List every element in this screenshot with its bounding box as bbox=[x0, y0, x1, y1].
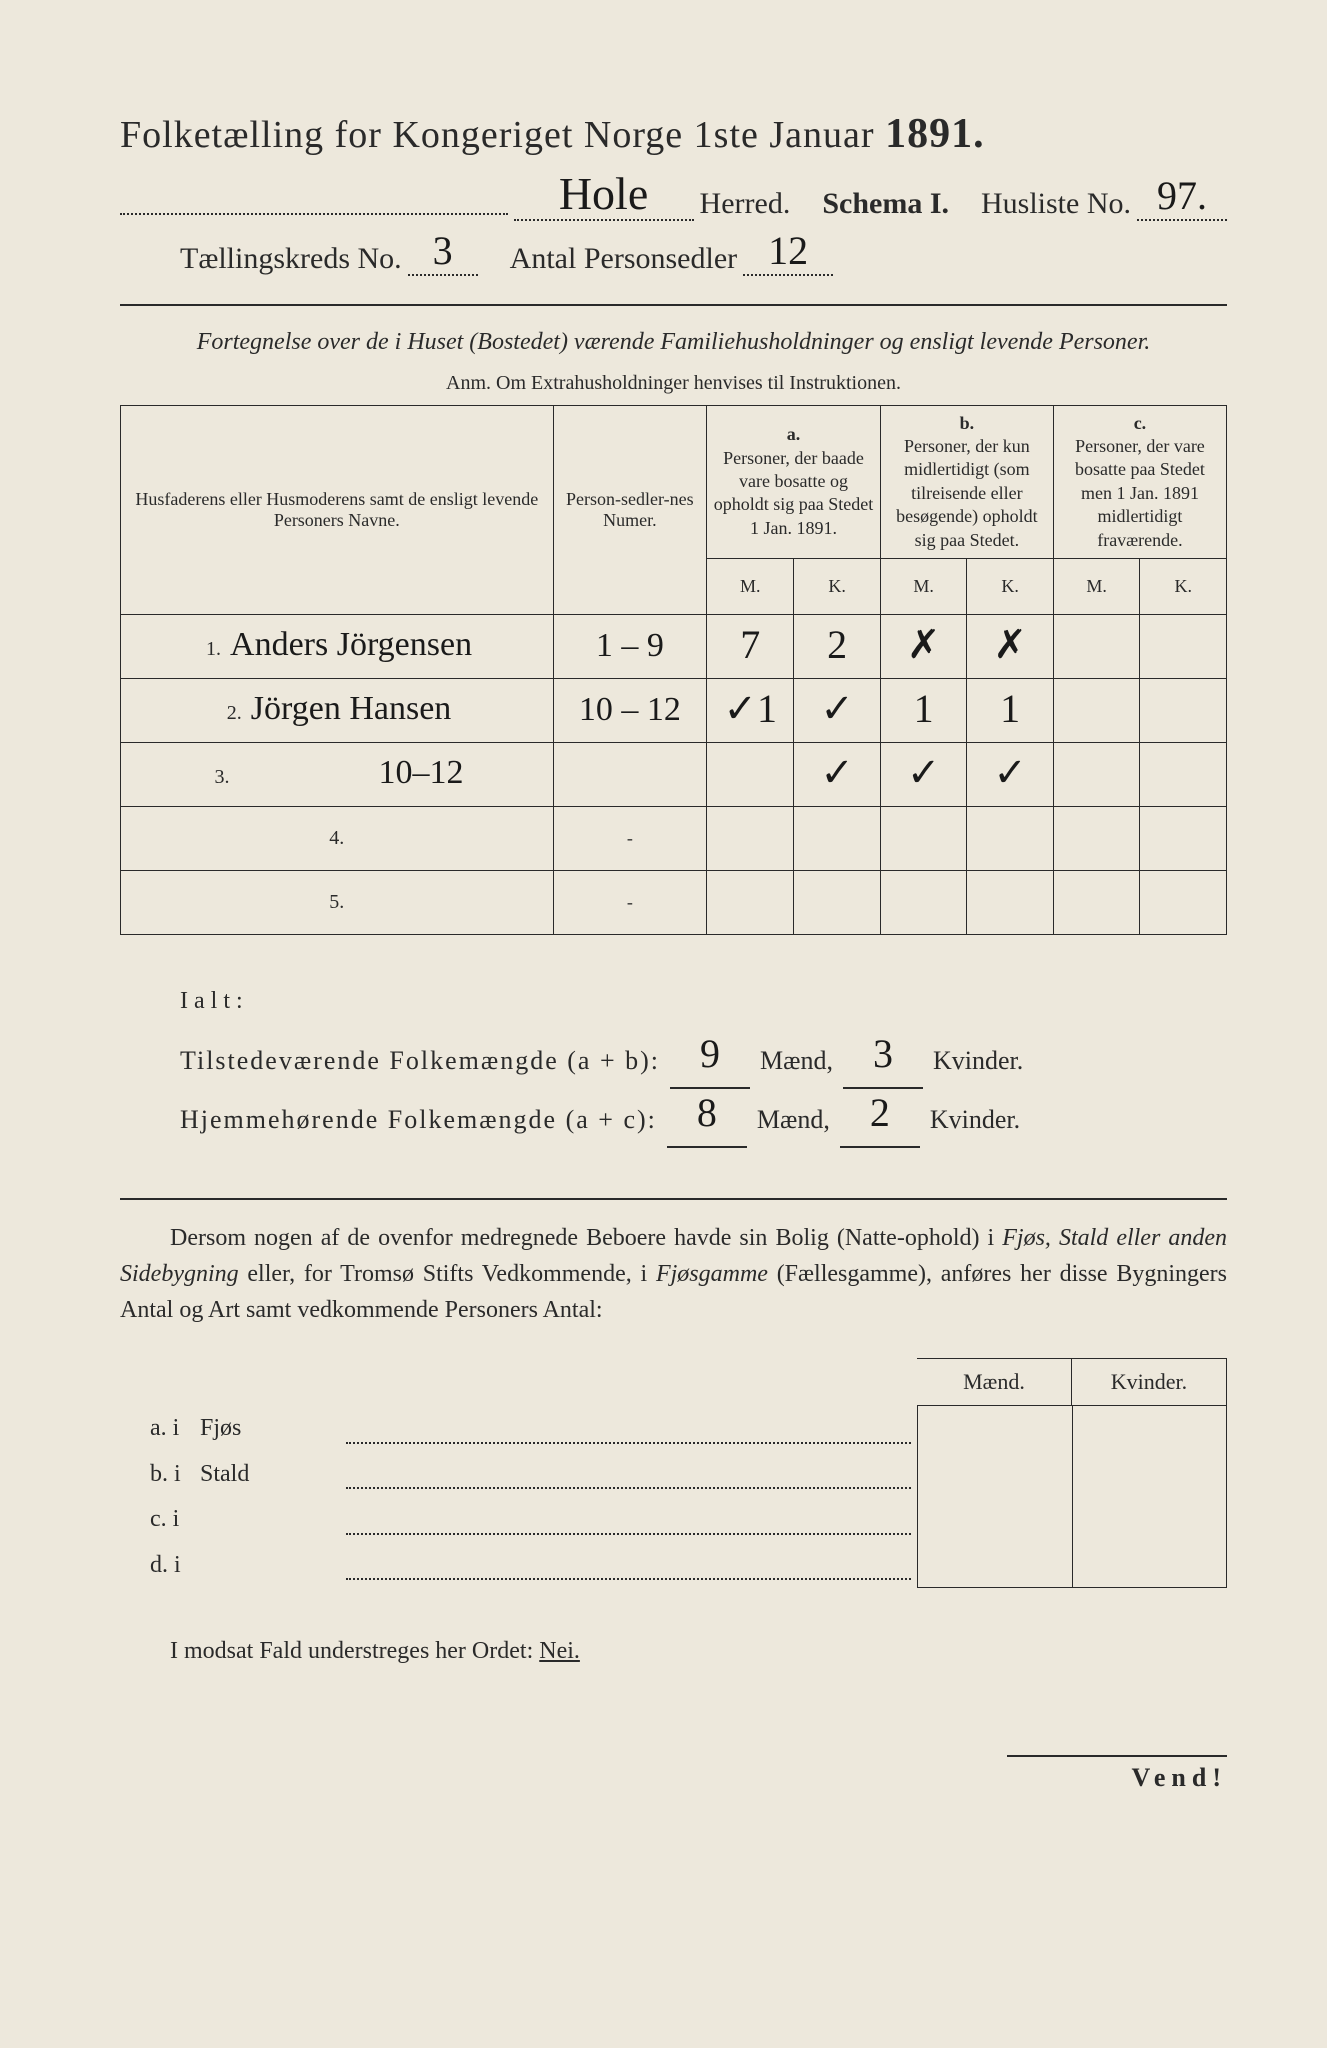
table-row: 4. - bbox=[121, 806, 1227, 870]
kreds-value: 3 bbox=[433, 228, 453, 273]
husliste-field: 97. bbox=[1137, 180, 1227, 221]
antal-field: 12 bbox=[743, 235, 833, 276]
herred-value: Hole bbox=[559, 168, 648, 219]
row-name: 4. bbox=[121, 806, 554, 870]
total-line-1: Tilstedeværende Folkemængde (a + b): 9 M… bbox=[180, 1030, 1227, 1089]
row-num bbox=[553, 742, 707, 806]
side-row-d: d. i bbox=[120, 1543, 1227, 1589]
row-name: 3. 10–12 bbox=[121, 742, 554, 806]
side-row-c: c. i bbox=[120, 1497, 1227, 1543]
mk-m: Mænd. bbox=[917, 1359, 1072, 1405]
b-k: K. bbox=[967, 558, 1054, 614]
row-aM bbox=[707, 742, 794, 806]
totals-block: Ialt: Tilstedeværende Folkemængde (a + b… bbox=[120, 975, 1227, 1148]
col-numer: Person-sedler-nes Numer. bbox=[553, 405, 707, 614]
vend-label: Vend! bbox=[1007, 1755, 1227, 1793]
footer-note: I modsat Fald understreges her Ordet: Ne… bbox=[120, 1638, 1227, 1665]
row-aK: ✓ bbox=[794, 678, 881, 742]
mk-header: Mænd. Kvinder. bbox=[917, 1358, 1227, 1406]
col-b-head: b.Personer, der kun midlertidigt (som ti… bbox=[880, 405, 1053, 558]
row-num: - bbox=[553, 806, 707, 870]
header-line-3: Tællingskreds No. 3 Antal Personsedler 1… bbox=[120, 235, 1227, 276]
row-bK: ✓ bbox=[967, 742, 1054, 806]
table-row: 2. Jörgen Hansen 10 – 12 ✓1 ✓ 1 1 bbox=[121, 678, 1227, 742]
herred-field: Hole bbox=[514, 176, 694, 221]
tot1-label: Tilstedeværende Folkemængde (a + b): bbox=[180, 1032, 660, 1089]
nei-word: Nei. bbox=[539, 1638, 580, 1664]
tot2-m-field: 8 bbox=[667, 1089, 747, 1148]
side-row-a: a. i Fjøs bbox=[120, 1406, 1227, 1452]
kvinder-label: Kvinder. bbox=[930, 1091, 1020, 1148]
herred-label: Herred. bbox=[700, 187, 791, 221]
side-building-note: Dersom nogen af de ovenfor medregnede Be… bbox=[120, 1220, 1227, 1328]
a-m: M. bbox=[707, 558, 794, 614]
maend-label: Mænd, bbox=[757, 1091, 830, 1148]
title-year: 1891. bbox=[885, 111, 985, 157]
row-num: - bbox=[553, 870, 707, 934]
row-cM bbox=[1053, 614, 1140, 678]
col-a-head: a.Personer, der baade vare bosatte og op… bbox=[707, 405, 881, 558]
table-row: 1. Anders Jörgensen 1 – 9 7 2 ✗ ✗ bbox=[121, 614, 1227, 678]
divider bbox=[120, 304, 1227, 306]
row-bM: ✗ bbox=[880, 614, 967, 678]
table-row: 3. 10–12 ✓ ✓ ✓ bbox=[121, 742, 1227, 806]
anm-note: Anm. Om Extrahusholdninger henvises til … bbox=[120, 372, 1227, 395]
maend-label: Mænd, bbox=[760, 1032, 833, 1089]
row-cM bbox=[1053, 678, 1140, 742]
row-aK: ✓ bbox=[794, 742, 881, 806]
total-line-2: Hjemmehørende Folkemængde (a + c): 8 Mæn… bbox=[180, 1089, 1227, 1148]
row-aM: ✓1 bbox=[707, 678, 794, 742]
row-bK: 1 bbox=[967, 678, 1054, 742]
husliste-value: 97. bbox=[1157, 173, 1207, 218]
census-form-page: Folketælling for Kongeriget Norge 1ste J… bbox=[0, 0, 1327, 2048]
mk-k: Kvinder. bbox=[1072, 1359, 1226, 1405]
header-line-2: Hole Herred. Schema I. Husliste No. 97. bbox=[120, 176, 1227, 221]
table-head: Husfaderens eller Husmoderens samt de en… bbox=[121, 405, 1227, 614]
household-table: Husfaderens eller Husmoderens samt de en… bbox=[120, 405, 1227, 935]
antal-value: 12 bbox=[768, 228, 808, 273]
side-row-b: b. i Stald bbox=[120, 1452, 1227, 1498]
tot2-label: Hjemmehørende Folkemængde (a + c): bbox=[180, 1091, 657, 1148]
a-k: K. bbox=[794, 558, 881, 614]
row-cM bbox=[1053, 742, 1140, 806]
col-names: Husfaderens eller Husmoderens samt de en… bbox=[121, 405, 554, 614]
side-building-list: a. i Fjøs b. i Stald c. i d. i bbox=[120, 1406, 1227, 1588]
table-head-row-1: Husfaderens eller Husmoderens samt de en… bbox=[121, 405, 1227, 558]
schema-label: Schema I. bbox=[822, 187, 949, 221]
c-m: M. bbox=[1053, 558, 1140, 614]
tot2-k-field: 2 bbox=[840, 1089, 920, 1148]
page-title: Folketælling for Kongeriget Norge 1ste J… bbox=[120, 110, 1227, 158]
tot1-k-field: 3 bbox=[843, 1030, 923, 1089]
husliste-label: Husliste No. bbox=[981, 187, 1131, 221]
ialt-label: Ialt: bbox=[180, 975, 1227, 1028]
kreds-field: 3 bbox=[408, 235, 478, 276]
row-aK: 2 bbox=[794, 614, 881, 678]
col-c-head: c.Personer, der vare bosatte paa Stedet … bbox=[1053, 405, 1226, 558]
tot1-m-field: 9 bbox=[670, 1030, 750, 1089]
title-prefix: Folketælling for Kongeriget Norge 1ste J… bbox=[120, 114, 885, 156]
row-bK: ✗ bbox=[967, 614, 1054, 678]
row-bM: ✓ bbox=[880, 742, 967, 806]
row-name: 5. bbox=[121, 870, 554, 934]
divider bbox=[120, 1198, 1227, 1200]
row-cK bbox=[1140, 614, 1227, 678]
antal-label: Antal Personsedler bbox=[510, 242, 737, 276]
row-bM: 1 bbox=[880, 678, 967, 742]
row-cK bbox=[1140, 678, 1227, 742]
row-aM: 7 bbox=[707, 614, 794, 678]
kreds-label: Tællingskreds No. bbox=[180, 242, 402, 276]
subtitle: Fortegnelse over de i Huset (Bostedet) v… bbox=[120, 326, 1227, 360]
table-body: 1. Anders Jörgensen 1 – 9 7 2 ✗ ✗ 2. Jör… bbox=[121, 614, 1227, 934]
kvinder-label: Kvinder. bbox=[933, 1032, 1023, 1089]
dotted-lead bbox=[120, 213, 508, 215]
row-num: 1 – 9 bbox=[553, 614, 707, 678]
b-m: M. bbox=[880, 558, 967, 614]
c-k: K. bbox=[1140, 558, 1227, 614]
row-num: 10 – 12 bbox=[553, 678, 707, 742]
row-name: 1. Anders Jörgensen bbox=[121, 614, 554, 678]
row-name: 2. Jörgen Hansen bbox=[121, 678, 554, 742]
table-row: 5. - bbox=[121, 870, 1227, 934]
row-cK bbox=[1140, 742, 1227, 806]
